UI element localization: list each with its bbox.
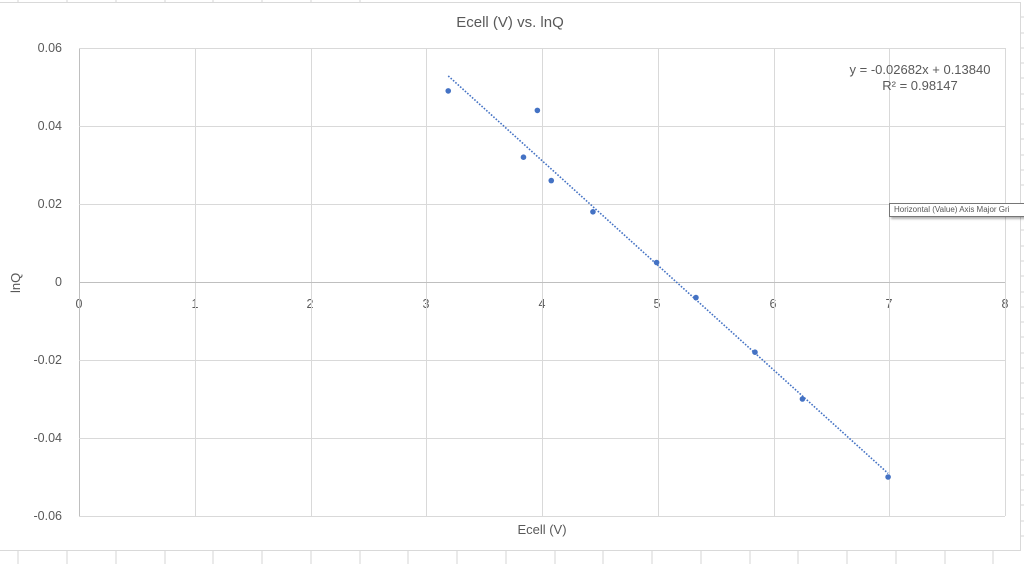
data-point[interactable]	[752, 349, 758, 356]
data-point[interactable]	[590, 209, 596, 215]
y-tick-label: -0.06	[33, 509, 63, 523]
y-tick-label: -0.02	[33, 353, 63, 367]
chart-area[interactable]: Ecell (V) vs. lnQ Ecell (V) lnQ 0.06 0.0…	[0, 2, 1021, 551]
y-tick-label: -0.04	[33, 431, 63, 445]
y-tick-label: 0.06	[37, 41, 62, 55]
data-series[interactable]	[445, 88, 891, 480]
gridlines-tooltip: Horizontal (Value) Axis Major Gri	[889, 203, 1024, 217]
x-tick-label: 8	[1001, 297, 1009, 311]
x-tick-label: 5	[653, 297, 661, 311]
data-point[interactable]	[693, 294, 699, 301]
trendline[interactable]	[447, 75, 889, 474]
x-tick-label: 3	[422, 297, 430, 311]
x-tick-label: 0	[75, 297, 83, 311]
data-point[interactable]	[799, 396, 806, 402]
x-tick-label: 6	[769, 297, 777, 311]
data-point[interactable]	[548, 177, 555, 184]
trendline-equation: y = -0.02682x + 0.13840	[849, 62, 991, 77]
data-point[interactable]	[534, 107, 541, 114]
data-point[interactable]	[520, 154, 527, 160]
major-gridlines[interactable]	[79, 48, 1006, 517]
trendline-equation-label[interactable]: y = -0.02682x + 0.13840 R² = 0.98147	[820, 62, 1020, 94]
data-point[interactable]	[885, 474, 891, 480]
x-tick-label: 2	[306, 297, 314, 311]
x-tick-label: 4	[538, 297, 546, 311]
y-tick-label: 0.02	[37, 197, 62, 211]
x-tick-label: 7	[885, 297, 893, 311]
x-tick-label: 1	[191, 297, 199, 311]
chart-title[interactable]: Ecell (V) vs. lnQ	[456, 14, 564, 31]
data-point[interactable]	[445, 88, 452, 94]
y-tick-label: 0.04	[37, 119, 62, 133]
data-point[interactable]	[653, 259, 660, 266]
x-axis-title[interactable]: Ecell (V)	[517, 522, 567, 537]
r-squared-value: R² = 0.98147	[882, 78, 958, 93]
y-tick-label: 0	[55, 275, 62, 289]
